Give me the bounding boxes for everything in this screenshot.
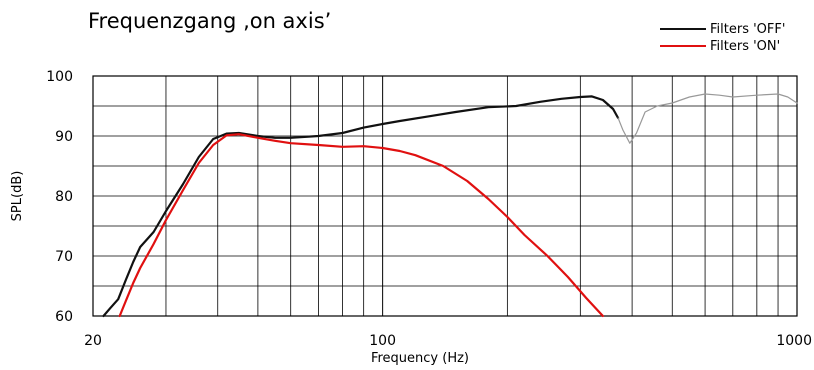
x-tick-label: 20 <box>84 333 102 349</box>
plot-frame <box>92 75 798 317</box>
y-tick-label: 80 <box>55 189 73 205</box>
y-tick-label: 70 <box>55 249 73 265</box>
chart-title: Frequenzgang ‚on axis’ <box>88 9 331 33</box>
x-tick-label: 1000 <box>776 333 812 349</box>
series-layer <box>102 93 798 318</box>
y-tick-label: 60 <box>55 309 73 325</box>
y-tick-label: 100 <box>46 69 73 85</box>
series-line-1 <box>617 93 798 144</box>
tick-labels: 60 70 80 90 100 20 100 1000 <box>46 69 812 349</box>
x-tick-label: 100 <box>369 333 396 349</box>
y-tick-label: 90 <box>55 129 73 145</box>
series-line-2 <box>118 133 604 318</box>
x-axis-label: Frequency (Hz) <box>371 351 469 366</box>
series-line-0 <box>102 95 620 318</box>
grid <box>93 76 797 316</box>
legend: Filters 'OFF' Filters 'ON' <box>660 22 785 54</box>
y-axis-label: SPL(dB) <box>10 171 25 222</box>
legend-label-filters-on: Filters 'ON' <box>710 39 780 54</box>
legend-label-filters-off: Filters 'OFF' <box>710 22 785 37</box>
